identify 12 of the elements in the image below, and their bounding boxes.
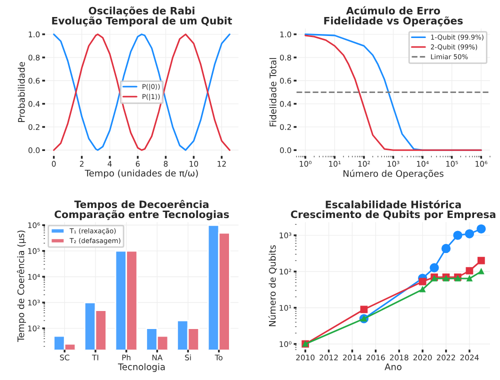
x-axis-title: Tecnologia xyxy=(118,363,165,372)
x-axis-title: Ano xyxy=(384,364,402,370)
y-axis-title: Probabilidade xyxy=(18,62,25,122)
x-axis-title: Número de Operações xyxy=(344,170,444,179)
y-axis-title: Fidelidade Total xyxy=(269,58,276,126)
chart-title: Escalabilidade Histórica Crescimento de Qubits por Empresa xyxy=(290,200,496,220)
y-axis-title: Número de Qubits xyxy=(268,245,277,326)
x-axis-title: Tempo (unidades de π/ω) xyxy=(84,170,198,178)
chart-title: Tempos de Decoerência Comparação entre Tecnologias xyxy=(54,200,229,220)
chart-title: Acúmulo de Erro Fidelidade vs Operações xyxy=(324,6,463,26)
y-axis-title: Tempo de Coerência (μs) xyxy=(16,230,26,342)
chart-title: Oscilações de Rabi Evolução Temporal de um Qubit xyxy=(52,6,232,26)
